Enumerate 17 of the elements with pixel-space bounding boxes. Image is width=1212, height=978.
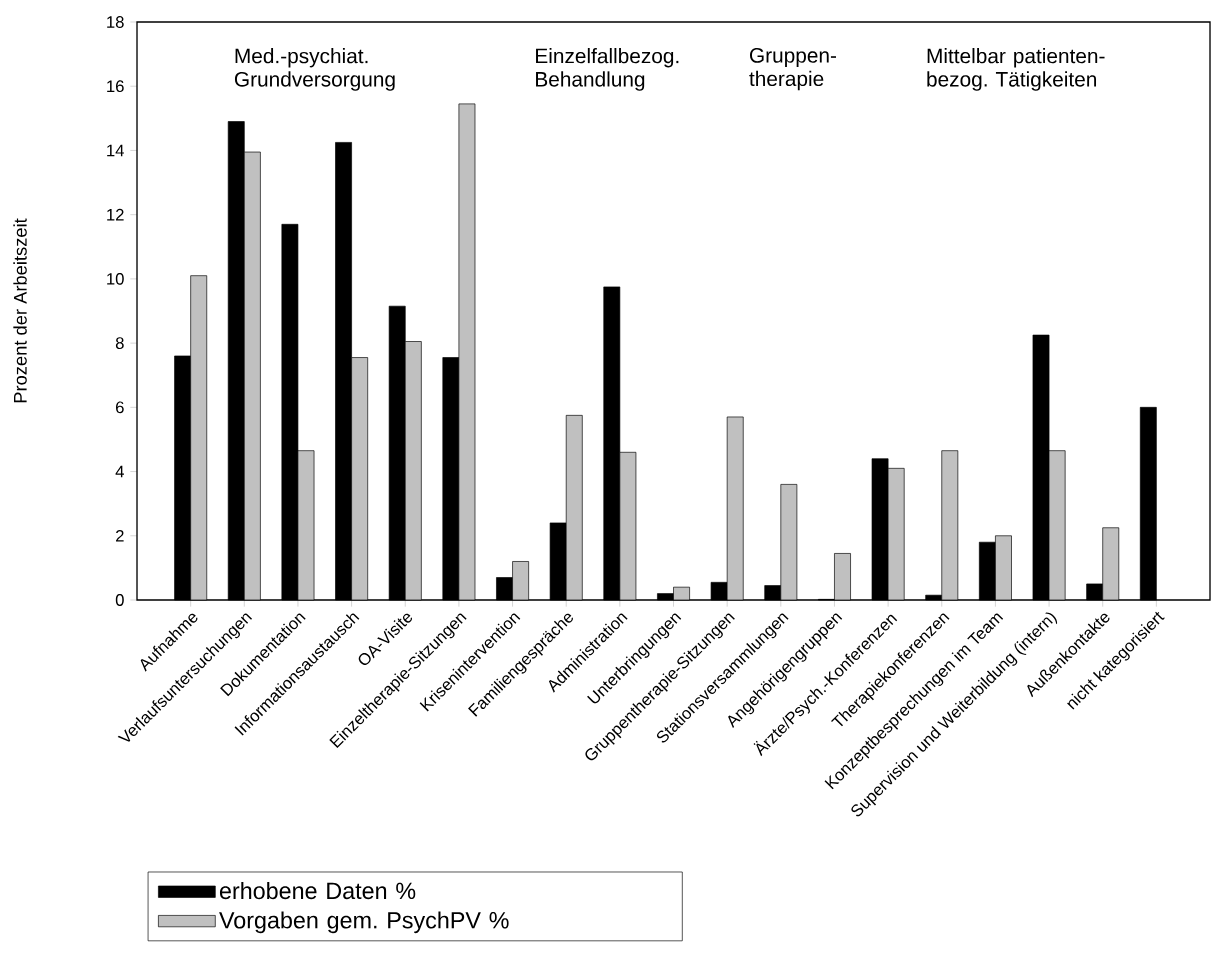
annotation: Einzelfallbezog. Behandlung: [536, 48, 679, 91]
legend-label: erhobene Daten %: [219, 881, 416, 900]
y-tick-label: 4: [115, 465, 124, 478]
y-tick-label: 14: [107, 144, 124, 157]
y-tick-label: 0: [115, 594, 124, 606]
y-tick-label: 6: [116, 401, 124, 414]
annotation: Mittelbar patienten-bezog. Tätigkeiten: [927, 48, 1105, 91]
y-tick-label: 2: [116, 529, 124, 542]
annotation: Med.-psychiat. Grundversorgung: [234, 48, 395, 91]
y-tick-label: 10: [107, 272, 124, 285]
annotation: Gruppen-therapie: [749, 48, 837, 91]
y-tick-label: 16: [107, 80, 124, 93]
y-tick-label: 12: [107, 208, 124, 221]
legend-label: Vorgaben gem. PsychPV %: [219, 911, 509, 934]
y-tick-label: 18: [107, 16, 124, 28]
y-axis-title: Prozent der Arbeitszeit: [13, 218, 27, 403]
y-tick-label: 8: [115, 337, 124, 349]
